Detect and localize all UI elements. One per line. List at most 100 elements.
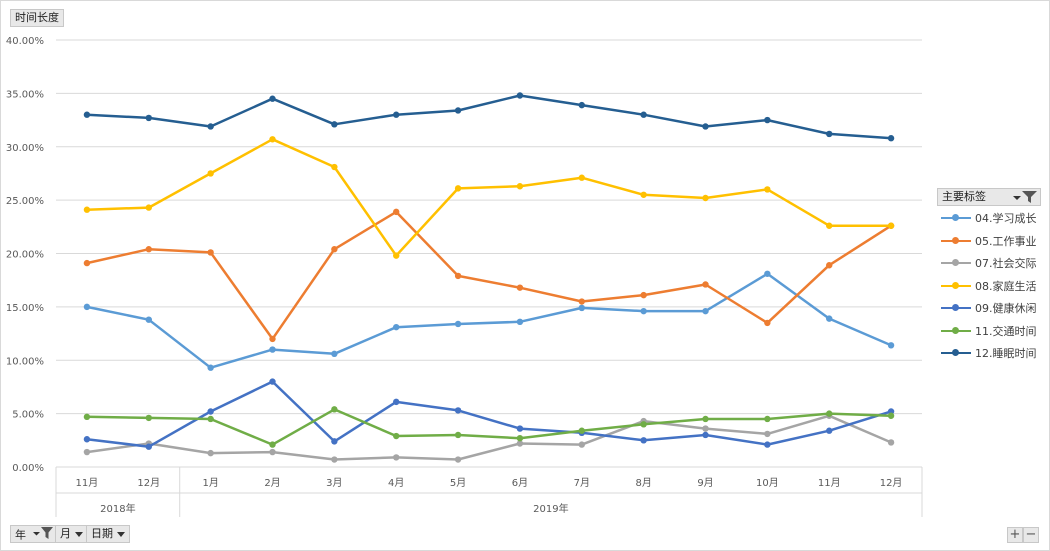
data-point	[331, 121, 338, 128]
legend-marker	[952, 214, 959, 221]
y-tick-label: 25.00%	[6, 196, 44, 207]
data-point	[207, 249, 214, 256]
filter-icon[interactable]	[1012, 190, 1038, 209]
legend-label: 11.交通时间	[975, 324, 1037, 338]
data-point	[269, 448, 276, 456]
legend-field-label: 主要标签	[942, 190, 986, 203]
data-point	[145, 204, 152, 211]
series-line	[86, 94, 892, 140]
data-point	[640, 437, 647, 444]
data-point	[826, 410, 833, 417]
year-field-label: 年	[15, 528, 26, 542]
data-point	[702, 281, 709, 288]
data-point	[145, 443, 152, 450]
legend-marker	[952, 304, 959, 311]
data-point	[516, 183, 524, 190]
data-point	[331, 246, 338, 253]
dropdown-arrow-icon	[117, 531, 125, 537]
data-point	[393, 252, 400, 259]
y-tick-label: 20.00%	[6, 250, 44, 261]
minus-icon[interactable]: −	[1023, 527, 1039, 543]
x-group-label: 2018年	[100, 502, 135, 515]
value-field-button[interactable]: 时间长度	[10, 9, 64, 27]
x-tick-label: 7月	[574, 477, 590, 489]
month-field-button[interactable]: 月	[55, 525, 88, 543]
data-point	[83, 206, 91, 213]
data-point	[640, 307, 647, 315]
data-point	[269, 378, 276, 385]
x-tick-label: 9月	[697, 477, 713, 489]
x-tick-label: 10月	[756, 477, 779, 489]
legend-label: 04.学习成长	[975, 212, 1037, 225]
data-point	[454, 185, 462, 192]
data-point	[393, 432, 400, 440]
x-tick-label: 4月	[388, 477, 404, 489]
data-point	[393, 454, 400, 461]
data-point	[454, 272, 462, 280]
legend-label: 05.工作事业	[975, 234, 1037, 248]
legend-item[interactable]: 11.交通时间	[937, 319, 1041, 342]
data-point	[393, 111, 400, 118]
data-point	[83, 436, 91, 443]
date-field-button[interactable]: 日期	[86, 525, 130, 543]
y-tick-label: 5.00%	[12, 410, 44, 421]
series-line	[86, 414, 892, 461]
x-group-label: 2019年	[533, 502, 568, 515]
data-point	[393, 398, 400, 406]
data-point	[454, 431, 462, 439]
data-point	[83, 259, 91, 267]
data-point	[764, 319, 771, 327]
data-point	[454, 407, 462, 414]
legend-marker	[952, 326, 959, 334]
data-point	[702, 123, 709, 130]
legend-item[interactable]: 07.社会交际	[937, 251, 1041, 274]
data-point	[269, 346, 276, 353]
legend-label: 09.健康休闲	[975, 302, 1037, 315]
data-point	[207, 408, 214, 415]
data-point	[331, 456, 338, 463]
data-point	[145, 316, 152, 323]
data-point	[207, 364, 214, 371]
legend-marker	[952, 259, 959, 266]
x-tick-label: 6月	[512, 477, 528, 489]
data-point	[640, 421, 647, 428]
series-line	[86, 408, 892, 446]
legend-label: 07.社会交际	[975, 257, 1037, 270]
series-line	[86, 138, 892, 257]
data-point	[764, 415, 771, 423]
data-point	[826, 427, 833, 434]
legend-item[interactable]: 09.健康休闲	[937, 296, 1041, 319]
x-tick-label: 11月	[76, 477, 99, 489]
data-point	[578, 174, 585, 181]
data-point	[83, 111, 91, 118]
data-point	[454, 456, 462, 463]
month-field-label: 月	[60, 527, 71, 540]
x-tick-label: 1月	[202, 477, 218, 489]
data-point	[578, 304, 585, 312]
data-point	[578, 441, 585, 448]
data-point	[702, 431, 709, 439]
data-point	[578, 101, 585, 109]
legend-item[interactable]: 04.学习成长	[937, 206, 1041, 229]
legend: 主要标签 04.学习成长 05.工作事业 07.社会交际 08.家庭生活 09.健康休闲…	[937, 188, 1041, 364]
filter-icon[interactable]	[32, 526, 54, 545]
legend-item[interactable]: 05.工作事业	[937, 229, 1041, 252]
year-field-button[interactable]: 年	[10, 525, 59, 543]
legend-field-button[interactable]: 主要标签	[937, 188, 1041, 206]
y-tick-label: 0.00%	[12, 463, 44, 474]
legend-item[interactable]: 08.家庭生活	[937, 274, 1041, 297]
data-point	[331, 438, 338, 445]
legend-item[interactable]: 12.睡眠时间	[937, 341, 1041, 364]
data-point	[269, 95, 276, 102]
data-point	[207, 415, 214, 423]
data-point	[331, 406, 338, 413]
data-point	[516, 284, 524, 291]
data-point	[826, 222, 833, 229]
plus-icon[interactable]: +	[1007, 527, 1023, 543]
data-point	[145, 246, 152, 253]
x-tick-label: 12月	[880, 477, 903, 489]
data-point	[640, 111, 647, 118]
data-point	[702, 194, 709, 202]
data-point	[640, 191, 647, 198]
dropdown-arrow-icon	[75, 531, 83, 537]
